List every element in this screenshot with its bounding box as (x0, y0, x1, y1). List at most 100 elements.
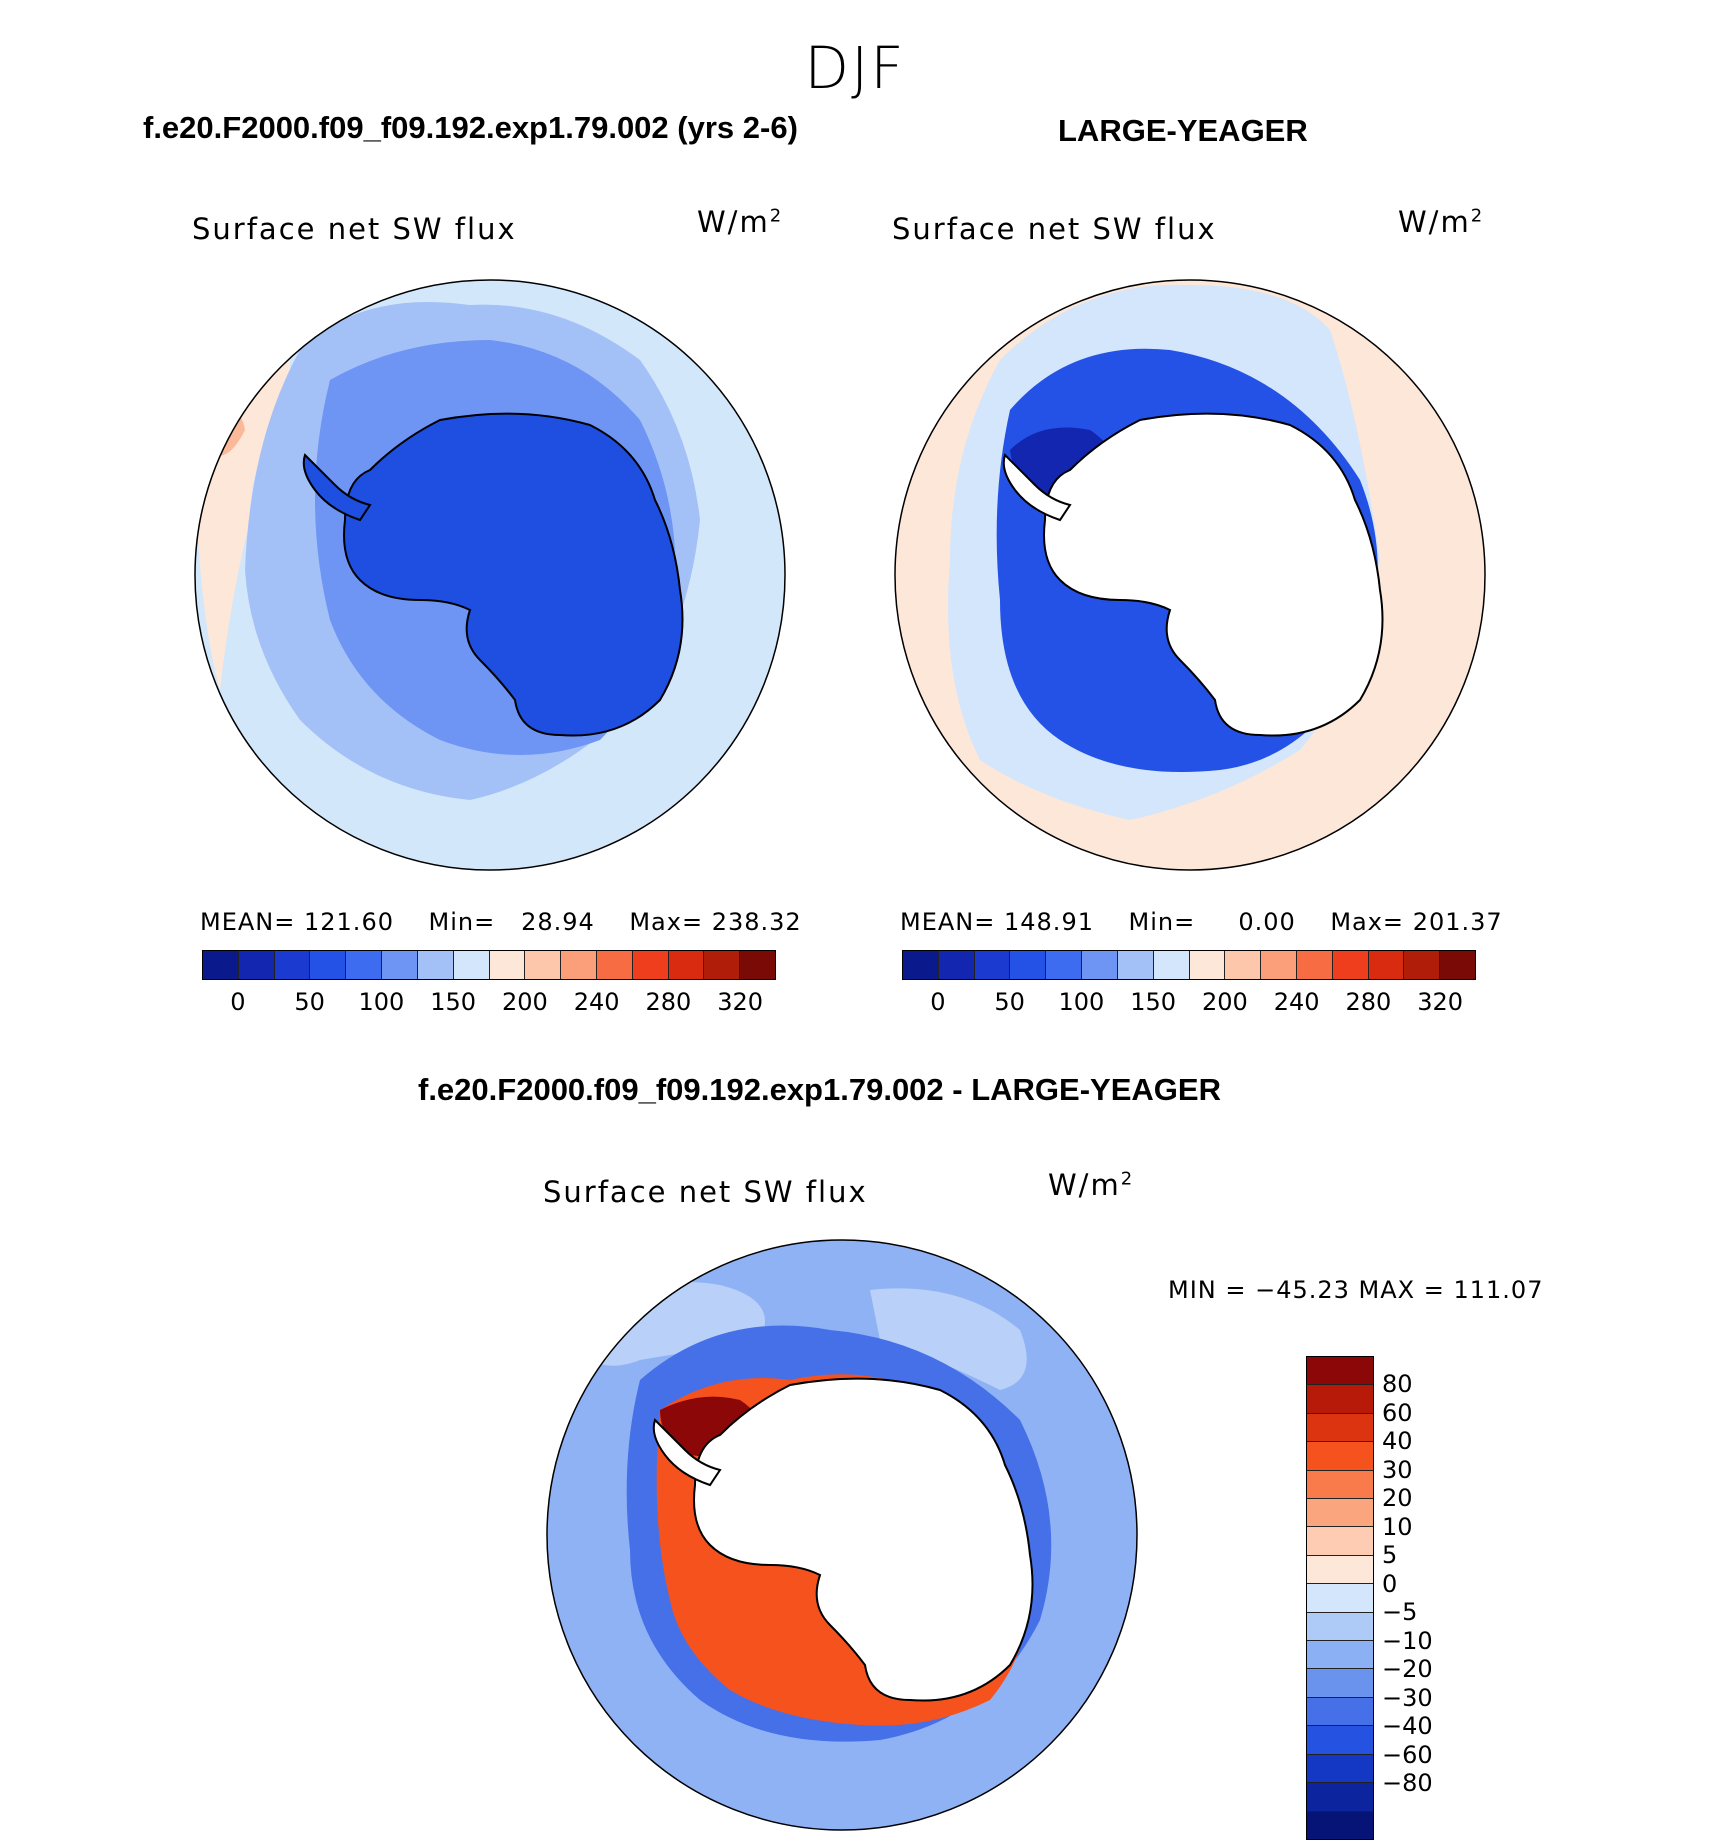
panel1-continent (343, 412, 684, 737)
colorbar-cell (1307, 1697, 1373, 1727)
panel2-continent (1043, 412, 1384, 737)
colorbar-tick-label: −60 (1382, 1740, 1433, 1769)
panel2-variable-label: Surface net SW flux (892, 212, 1217, 246)
panel2-stats: MEAN= 148.91 Min= 0.00 Max= 201.37 (900, 908, 1503, 936)
colorbar-cell (1225, 951, 1262, 979)
colorbar-cell (1153, 951, 1190, 979)
colorbar-tick-label: 60 (1382, 1398, 1413, 1427)
colorbar-cell (740, 951, 775, 979)
colorbar-cell (1440, 951, 1475, 979)
colorbar-cell (1307, 1612, 1373, 1642)
panel1-colorbar (202, 950, 776, 980)
panel2-case-title: LARGE-YEAGER (1058, 113, 1308, 148)
panel1-peninsula (302, 453, 372, 522)
colorbar-tick-label: 10 (1382, 1512, 1413, 1541)
colorbar-cell (561, 951, 597, 979)
panel2-peninsula (1002, 453, 1072, 522)
colorbar-cell (417, 951, 454, 979)
colorbar-tick-label: 240 (1273, 988, 1320, 1016)
colorbar-cell (974, 951, 1011, 979)
colorbar-cell (1307, 1783, 1373, 1812)
colorbar-cell (1307, 1726, 1373, 1755)
colorbar-cell (668, 951, 705, 979)
colorbar-tick-label: 320 (1417, 988, 1464, 1016)
colorbar-tick-label: 0 (230, 988, 246, 1016)
colorbar-cell (525, 951, 562, 979)
colorbar-tick-label: 0 (1382, 1569, 1398, 1598)
colorbar-cell (1307, 1641, 1373, 1670)
colorbar-tick-label: −5 (1382, 1598, 1418, 1627)
colorbar-cell (1010, 951, 1047, 979)
colorbar-cell (382, 951, 418, 979)
panel1-units: W/m2 (697, 205, 784, 239)
diff-minmax: MIN = −45.23 MAX = 111.07 (1168, 1276, 1544, 1304)
colorbar-cell (704, 951, 741, 979)
colorbar-cell (203, 951, 239, 979)
colorbar-cell (938, 951, 975, 979)
colorbar-tick-label: 50 (294, 988, 325, 1016)
colorbar-cell (1307, 1584, 1373, 1613)
colorbar-tick-label: −10 (1382, 1626, 1433, 1655)
diff-variable-label: Surface net SW flux (543, 1175, 868, 1209)
colorbar-tick-label: 280 (645, 988, 692, 1016)
colorbar-tick-label: −80 (1382, 1769, 1433, 1798)
colorbar-cell (1082, 951, 1118, 979)
colorbar-tick-label: 100 (1058, 988, 1105, 1016)
diff-continent (693, 1377, 1034, 1702)
colorbar-tick-label: 5 (1382, 1541, 1398, 1570)
colorbar-cell (274, 951, 311, 979)
colorbar-cell (1261, 951, 1297, 979)
colorbar-tick-label: 200 (501, 988, 548, 1016)
colorbar-tick-label: −20 (1382, 1655, 1433, 1684)
colorbar-cell (1189, 951, 1226, 979)
colorbar-cell (1307, 1811, 1373, 1839)
colorbar-tick-label: 150 (1130, 988, 1177, 1016)
colorbar-cell (1307, 1527, 1373, 1556)
colorbar-cell (1307, 1555, 1373, 1585)
colorbar-tick-label: 320 (717, 988, 764, 1016)
diff-peninsula (652, 1418, 722, 1487)
diff-units: W/m2 (1048, 1168, 1135, 1202)
colorbar-tick-label: −30 (1382, 1683, 1433, 1712)
panel1-case-title: f.e20.F2000.f09_f09.192.exp1.79.002 (yrs… (143, 110, 798, 145)
colorbar-cell (1046, 951, 1083, 979)
colorbar-cell (346, 951, 383, 979)
colorbar-cell (453, 951, 490, 979)
colorbar-tick-label: 100 (358, 988, 405, 1016)
diff-case-title: f.e20.F2000.f09_f09.192.exp1.79.002 - LA… (418, 1072, 1221, 1107)
colorbar-cell (310, 951, 347, 979)
diff-colorbar (1306, 1356, 1374, 1840)
colorbar-tick-label: 280 (1345, 988, 1392, 1016)
colorbar-cell (1296, 951, 1333, 979)
colorbar-cell (903, 951, 939, 979)
colorbar-tick-label: 150 (430, 988, 477, 1016)
colorbar-cell (632, 951, 669, 979)
colorbar-tick-label: 0 (930, 988, 946, 1016)
panel1-stats: MEAN= 121.60 Min= 28.94 Max= 238.32 (200, 908, 802, 936)
colorbar-cell (489, 951, 526, 979)
panel1-variable-label: Surface net SW flux (192, 212, 517, 246)
colorbar-tick-label: 50 (994, 988, 1025, 1016)
colorbar-cell (1117, 951, 1154, 979)
colorbar-cell (1307, 1385, 1373, 1414)
colorbar-tick-label: −40 (1382, 1712, 1433, 1741)
panel2-units: W/m2 (1398, 205, 1485, 239)
colorbar-cell (1307, 1442, 1373, 1471)
colorbar-cell (1307, 1754, 1373, 1784)
colorbar-cell (596, 951, 633, 979)
colorbar-tick-label: 240 (573, 988, 620, 1016)
colorbar-tick-label: 20 (1382, 1484, 1413, 1513)
panel2-colorbar (902, 950, 1476, 980)
figure-title: DJF (804, 34, 906, 102)
colorbar-cell (1404, 951, 1441, 979)
colorbar-cell (1307, 1669, 1373, 1698)
colorbar-cell (1307, 1413, 1373, 1443)
diff-light-patch-2 (870, 1288, 1027, 1390)
colorbar-cell (1307, 1470, 1373, 1500)
colorbar-tick-label: 80 (1382, 1370, 1413, 1399)
colorbar-cell (1307, 1357, 1373, 1386)
colorbar-cell (1332, 951, 1369, 979)
